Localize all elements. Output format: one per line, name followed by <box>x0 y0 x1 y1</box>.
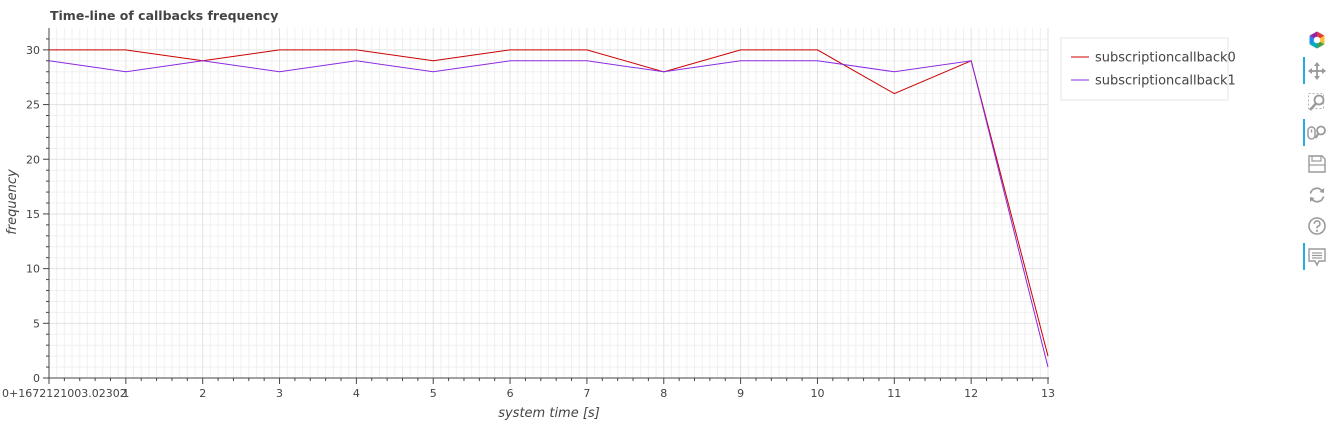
y-tick-label: 25 <box>26 99 40 112</box>
x-tick-label: 0+1672121003.02302 <box>2 387 127 400</box>
x-tick-label: 11 <box>887 387 901 400</box>
x-tick-label: 8 <box>660 387 667 400</box>
bokeh-logo-tool-button[interactable] <box>1300 24 1333 55</box>
y-tick-label: 30 <box>26 44 40 57</box>
wheel-zoom-icon <box>1306 123 1327 143</box>
x-tick-label: 5 <box>430 387 437 400</box>
hover-tool-button[interactable] <box>1300 241 1333 272</box>
help-tool-button[interactable] <box>1300 210 1333 241</box>
x-tick-label: 10 <box>810 387 824 400</box>
x-axis-title: system time [s] <box>498 406 600 421</box>
reset-tool-button[interactable] <box>1300 179 1333 210</box>
wheel-zoom-tool-button[interactable] <box>1300 117 1333 148</box>
pan-icon <box>1307 61 1327 81</box>
x-tick-label: 6 <box>507 387 514 400</box>
legend-item-label: subscriptioncallback0 <box>1095 51 1236 66</box>
series-line-subscriptioncallback1 <box>48 60 1049 368</box>
toolbar <box>1300 24 1333 272</box>
help-icon <box>1307 216 1327 236</box>
x-tick-label: 7 <box>583 387 590 400</box>
x-tick-label: 4 <box>353 387 360 400</box>
hover-icon <box>1307 247 1327 267</box>
save-tool-button[interactable] <box>1300 148 1333 179</box>
y-tick-label: 5 <box>33 317 40 330</box>
series-line-subscriptioncallback0 <box>49 49 1049 357</box>
x-tick-label: 3 <box>276 387 283 400</box>
x-tick-label: 9 <box>737 387 744 400</box>
bokeh-logo-icon <box>1307 30 1327 50</box>
chart-title: Time-line of callbacks frequency <box>50 8 278 23</box>
box-zoom-tool-button[interactable] <box>1300 86 1333 117</box>
x-tick-label: 13 <box>1041 387 1055 400</box>
minor-grid <box>49 28 1048 378</box>
x-tick-label: 2 <box>199 387 206 400</box>
box-zoom-icon <box>1307 92 1327 112</box>
pan-tool-button[interactable] <box>1300 55 1333 86</box>
x-tick-label: 12 <box>964 387 978 400</box>
y-tick-label: 0 <box>33 372 40 385</box>
reset-icon <box>1307 185 1327 205</box>
legend-box <box>1060 37 1229 101</box>
y-axis-title: frequency <box>5 169 20 235</box>
legend: subscriptioncallback0 subscriptioncallbac… <box>1060 37 1236 101</box>
y-tick-label: 15 <box>26 208 40 221</box>
x-tick-label: 1 <box>122 387 129 400</box>
y-tick-label: 10 <box>26 263 40 276</box>
series-layer <box>48 49 1049 368</box>
save-icon <box>1307 154 1327 174</box>
y-tick-label: 20 <box>26 153 40 166</box>
legend-item-label: subscriptioncallback1 <box>1095 74 1236 89</box>
